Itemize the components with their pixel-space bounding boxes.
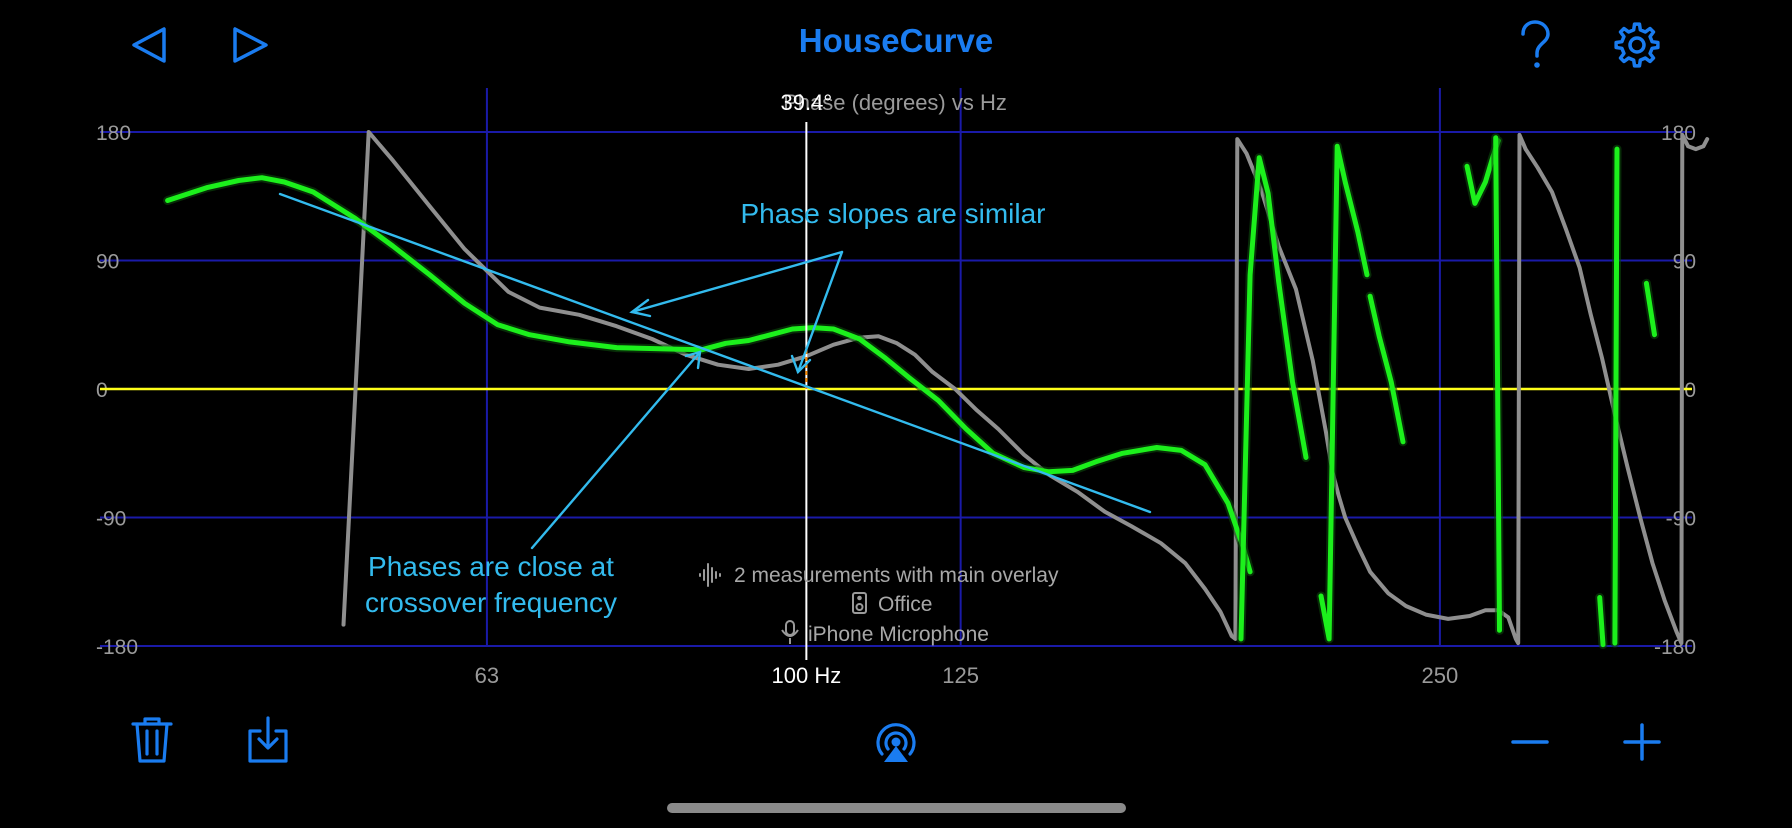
measurements-text: 2 measurements with main overlay (734, 564, 1059, 587)
speaker-icon (852, 592, 867, 614)
chart-title: Phase (degrees) vs Hz (783, 90, 1007, 115)
y-tick-label: 180 (1661, 122, 1696, 145)
plus-icon[interactable] (1622, 722, 1662, 762)
slopes-arrow-right (796, 250, 844, 374)
app-title: HouseCurve (798, 22, 994, 59)
top-toolbar: HouseCurve (0, 0, 1792, 90)
measurement-info: 2 measurements with main overlay Office … (699, 563, 1059, 646)
y-tick-label: 180 (96, 122, 131, 145)
slope-trend-line (278, 192, 1152, 514)
x-tick-label: 250 (1422, 663, 1459, 688)
export-icon[interactable] (246, 715, 290, 765)
y-tick-label: 90 (1673, 251, 1696, 274)
close-arrow (530, 350, 702, 550)
series-line-9 (1643, 280, 1657, 338)
series-line-6 (1493, 135, 1502, 633)
cursor-frequency-label: 100 Hz (772, 663, 842, 688)
series-line-1 (165, 175, 1253, 575)
gear-icon[interactable] (1612, 20, 1662, 70)
y-tick-label: -180 (96, 636, 138, 659)
microphone-text: iPhone Microphone (808, 623, 989, 646)
close-annotation-line2: crossover frequency (365, 587, 617, 618)
trash-icon[interactable] (130, 715, 174, 765)
bottom-toolbar (0, 700, 1792, 828)
slopes-arrowhead-left (629, 298, 652, 318)
waveform-icon (699, 563, 721, 587)
frequency-cursor: 39.4° 100 Hz (772, 90, 842, 688)
slopes-annotation: Phase slopes are similar (740, 198, 1045, 229)
series-line-7 (1612, 146, 1620, 646)
slopes-arrow-left (630, 250, 844, 314)
question-mark-icon[interactable] (1518, 20, 1552, 70)
series-shadow-1 (163, 173, 1255, 577)
y-tick-label: 90 (96, 251, 119, 274)
minus-icon[interactable] (1510, 730, 1550, 754)
forward-triangle-icon[interactable] (230, 26, 272, 64)
x-tick-label: 63 (475, 663, 499, 688)
series-line-3 (1318, 143, 1370, 642)
gear-outline (1614, 22, 1660, 68)
y-tick-label: -90 (96, 508, 126, 531)
series-group (100, 130, 1710, 650)
x-axis: 63 125 250 (475, 663, 1459, 688)
y-tick-label: 0 (1684, 379, 1696, 402)
close-arrowhead (684, 350, 702, 370)
cursor-value-label: 39.4° (781, 90, 833, 115)
y-tick-label: 0 (96, 379, 108, 402)
back-triangle-icon[interactable] (128, 26, 170, 64)
x-tick-label: 125 (942, 663, 979, 688)
series-line-2 (1238, 155, 1309, 642)
close-annotation-line1: Phases are close at (368, 551, 614, 582)
annotation-arrows (278, 192, 1152, 550)
y-tick-label: -180 (1654, 636, 1696, 659)
microphone-icon (781, 620, 799, 644)
home-indicator[interactable] (667, 803, 1126, 813)
airplay-icon[interactable] (872, 722, 920, 764)
slopes-arrowhead-right (790, 354, 812, 375)
y-axis-left: 180 90 0 -90 -180 (96, 122, 138, 659)
series-line-8 (1597, 595, 1606, 648)
location-text: Office (878, 593, 932, 616)
series-line-4 (1367, 293, 1406, 445)
